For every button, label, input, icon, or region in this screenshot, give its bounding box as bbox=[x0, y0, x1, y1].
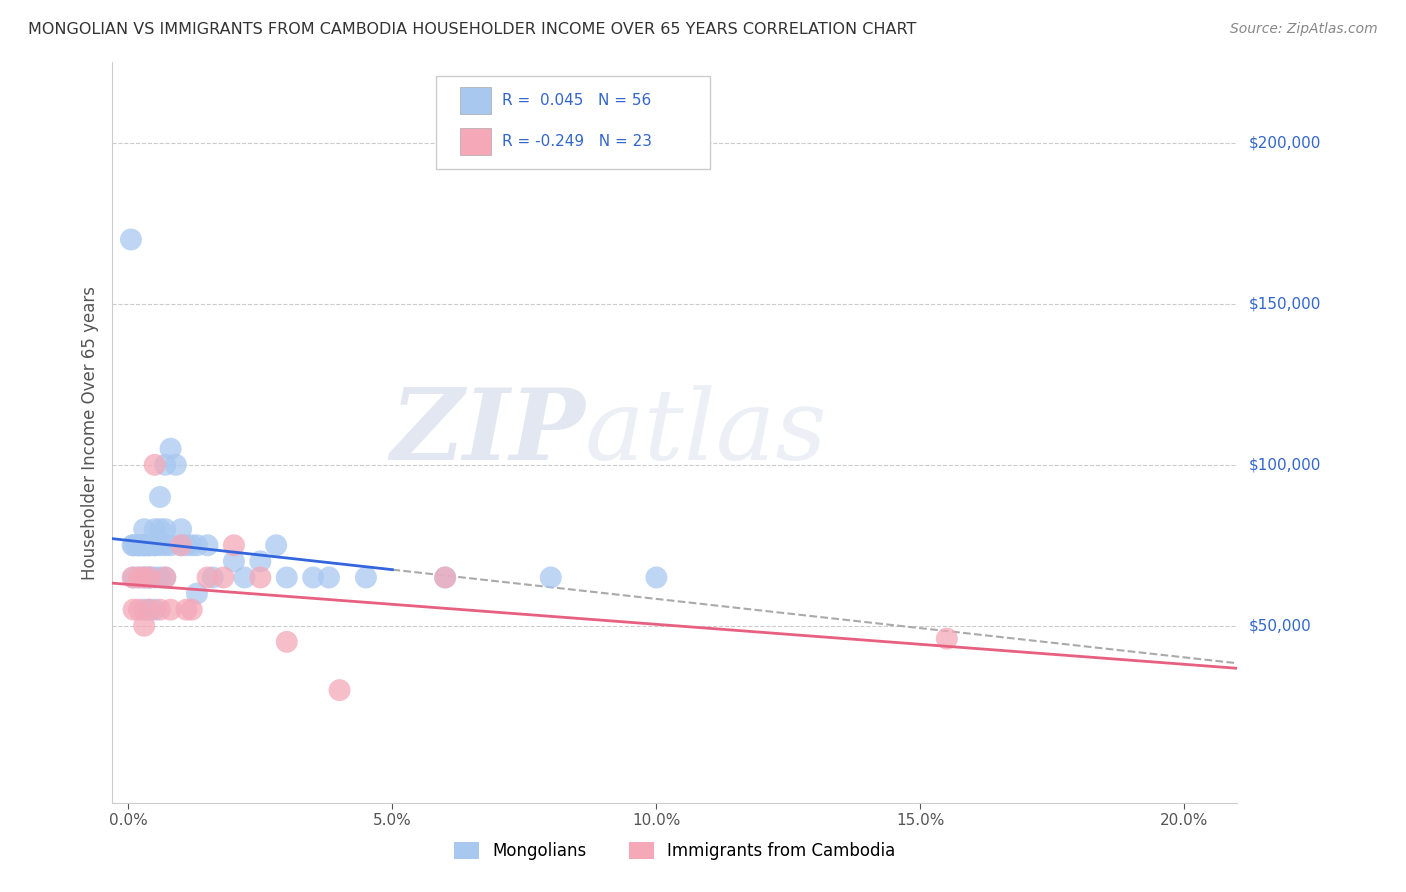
Point bbox=[222, 538, 245, 552]
Point bbox=[149, 538, 172, 552]
Point bbox=[186, 538, 208, 552]
Point bbox=[134, 522, 156, 536]
Point bbox=[143, 522, 166, 536]
Point bbox=[159, 442, 181, 456]
Point bbox=[149, 570, 172, 584]
Point bbox=[180, 602, 202, 616]
Point bbox=[143, 602, 166, 616]
Point bbox=[318, 570, 340, 584]
Point bbox=[134, 602, 156, 616]
Text: Source: ZipAtlas.com: Source: ZipAtlas.com bbox=[1230, 22, 1378, 37]
Point bbox=[138, 538, 160, 552]
Point bbox=[176, 538, 198, 552]
Point bbox=[276, 635, 298, 649]
Text: atlas: atlas bbox=[585, 385, 828, 480]
Point bbox=[276, 570, 298, 584]
Point bbox=[197, 570, 219, 584]
Point bbox=[134, 538, 156, 552]
Point bbox=[159, 538, 181, 552]
Text: R = -0.249   N = 23: R = -0.249 N = 23 bbox=[502, 134, 652, 149]
Point bbox=[176, 602, 198, 616]
Point bbox=[134, 570, 156, 584]
Point bbox=[143, 570, 166, 584]
Point bbox=[159, 602, 181, 616]
Y-axis label: Householder Income Over 65 years: Householder Income Over 65 years bbox=[80, 285, 98, 580]
Point bbox=[170, 538, 193, 552]
Point bbox=[155, 522, 177, 536]
Point bbox=[212, 570, 235, 584]
Point bbox=[222, 554, 245, 568]
Point bbox=[155, 458, 177, 472]
Point bbox=[138, 570, 160, 584]
Point bbox=[149, 602, 172, 616]
Point bbox=[138, 570, 160, 584]
Point bbox=[122, 570, 145, 584]
Point bbox=[149, 522, 172, 536]
Point bbox=[201, 570, 224, 584]
Point bbox=[197, 538, 219, 552]
Point bbox=[264, 538, 287, 552]
Text: $100,000: $100,000 bbox=[1249, 458, 1320, 472]
Point bbox=[249, 554, 271, 568]
Point bbox=[134, 570, 156, 584]
Text: $50,000: $50,000 bbox=[1249, 618, 1312, 633]
Point bbox=[138, 602, 160, 616]
Point bbox=[170, 522, 193, 536]
Point bbox=[128, 538, 150, 552]
Point bbox=[121, 538, 143, 552]
Point bbox=[249, 570, 271, 584]
Point bbox=[134, 570, 156, 584]
Point bbox=[302, 570, 325, 584]
Point bbox=[122, 538, 145, 552]
Point bbox=[180, 538, 202, 552]
Point bbox=[170, 538, 193, 552]
Point bbox=[434, 570, 457, 584]
Point bbox=[165, 458, 187, 472]
Text: MONGOLIAN VS IMMIGRANTS FROM CAMBODIA HOUSEHOLDER INCOME OVER 65 YEARS CORRELATI: MONGOLIAN VS IMMIGRANTS FROM CAMBODIA HO… bbox=[28, 22, 917, 37]
Point bbox=[135, 538, 157, 552]
Point bbox=[122, 602, 145, 616]
Point bbox=[155, 570, 177, 584]
Point bbox=[149, 490, 172, 504]
Point bbox=[128, 570, 150, 584]
Point bbox=[138, 602, 160, 616]
Point bbox=[121, 570, 143, 584]
Text: ZIP: ZIP bbox=[389, 384, 585, 481]
Point bbox=[155, 538, 177, 552]
Point bbox=[645, 570, 668, 584]
Point bbox=[125, 538, 148, 552]
Point bbox=[138, 570, 160, 584]
Point bbox=[120, 232, 142, 246]
Point bbox=[329, 683, 352, 698]
Text: R =  0.045   N = 56: R = 0.045 N = 56 bbox=[502, 94, 651, 108]
Point bbox=[134, 619, 156, 633]
Legend: Mongolians, Immigrants from Cambodia: Mongolians, Immigrants from Cambodia bbox=[446, 834, 904, 869]
Point bbox=[540, 570, 562, 584]
Point bbox=[143, 458, 166, 472]
Point bbox=[128, 538, 150, 552]
Text: $150,000: $150,000 bbox=[1249, 296, 1320, 311]
Point bbox=[143, 538, 166, 552]
Point bbox=[131, 538, 153, 552]
Point bbox=[143, 538, 166, 552]
Point bbox=[138, 538, 160, 552]
Text: $200,000: $200,000 bbox=[1249, 136, 1320, 151]
Point bbox=[434, 570, 457, 584]
Point bbox=[233, 570, 256, 584]
Point bbox=[935, 632, 957, 646]
Point bbox=[128, 602, 150, 616]
Point bbox=[155, 570, 177, 584]
Point bbox=[186, 586, 208, 600]
Point bbox=[128, 570, 150, 584]
Point bbox=[134, 538, 156, 552]
Point bbox=[354, 570, 377, 584]
